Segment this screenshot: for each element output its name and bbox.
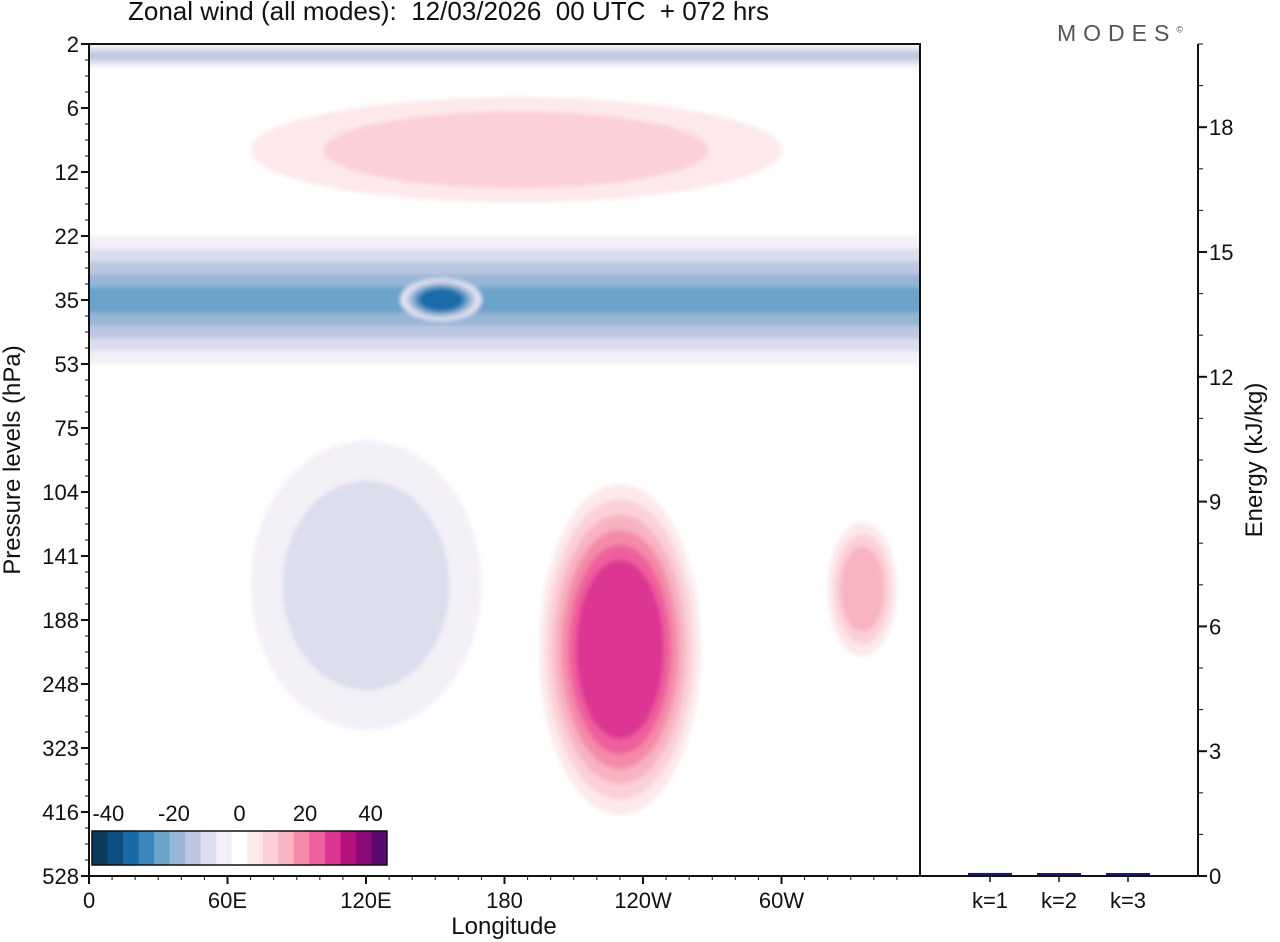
- y-tick-label: 2: [67, 32, 79, 57]
- energy-tick-label: 3: [1209, 739, 1221, 764]
- contour-band: [89, 287, 920, 313]
- y-tick-label: 75: [55, 416, 79, 441]
- energy-tick-label: 18: [1209, 115, 1233, 140]
- colorbar-label: -20: [158, 801, 190, 826]
- y-tick-label: 12: [55, 160, 79, 185]
- colorbar-swatch: [154, 831, 171, 865]
- colorbar-swatch: [169, 831, 186, 865]
- energy-bar: [968, 872, 1012, 875]
- energy-category-label: k=1: [972, 888, 1008, 913]
- y-tick-label: 248: [42, 672, 79, 697]
- colorbar-swatch: [340, 831, 357, 865]
- colorbar-label: 20: [293, 801, 317, 826]
- colorbar-swatch: [123, 831, 140, 865]
- y-tick-label: 323: [42, 736, 79, 761]
- x-tick-label: 0: [83, 888, 95, 913]
- colorbar-swatch: [355, 831, 372, 865]
- colorbar-swatch: [138, 831, 155, 865]
- contour-patch: [282, 480, 450, 691]
- energy-axis-label: Energy (kJ/kg): [1241, 383, 1268, 538]
- y-tick-label: 6: [67, 96, 79, 121]
- field-contours: [89, 44, 920, 815]
- x-tick-label: 120E: [340, 888, 391, 913]
- contour-band: [89, 51, 920, 60]
- y-tick-label: 53: [55, 352, 79, 377]
- colorbar-swatch: [185, 831, 202, 865]
- y-tick-label: 416: [42, 800, 79, 825]
- contour-patch: [840, 546, 885, 632]
- energy-bar-chart: 0 3 6 9 12 15 18 Energy (kJ/kg) k=1 k=2 k=3: [919, 43, 1268, 913]
- energy-tick-label: 0: [1209, 864, 1221, 889]
- x-tick-label: 60W: [759, 888, 804, 913]
- colorbar-frame: [91, 830, 388, 866]
- brand-name: MODES: [1057, 20, 1177, 46]
- y-tick-label: 22: [55, 224, 79, 249]
- brand-logo: MODES©: [1057, 20, 1183, 47]
- energy-tick-label: 15: [1209, 240, 1233, 265]
- contour-patch: [419, 288, 463, 311]
- colorbar: -40 -20 0 20 40: [91, 801, 388, 866]
- colorbar-swatch: [371, 831, 388, 865]
- energy-category-label: k=2: [1041, 888, 1077, 913]
- x-tick-label: 60E: [208, 888, 247, 913]
- y-tick-label: 104: [42, 480, 79, 505]
- x-axis-label: Longitude: [451, 913, 556, 940]
- energy-tick-label: 12: [1209, 365, 1233, 390]
- colorbar-swatch: [324, 831, 341, 865]
- y-axis-label: Pressure levels (hPa): [0, 345, 26, 574]
- brand-mark: ©: [1176, 24, 1183, 35]
- colorbar-swatch: [92, 831, 109, 865]
- colorbar-label: 0: [233, 801, 245, 826]
- x-tick-label: 180: [486, 888, 523, 913]
- contour-patch: [576, 560, 664, 739]
- y-tick-label: 528: [42, 864, 79, 889]
- colorbar-swatch: [278, 831, 295, 865]
- colorbar-label: 40: [358, 801, 382, 826]
- colorbar-swatch: [200, 831, 217, 865]
- colorbar-swatch: [216, 831, 233, 865]
- energy-category-label: k=3: [1110, 888, 1146, 913]
- x-tick-label: 120W: [614, 888, 672, 913]
- chart-title: Zonal wind (all modes): 12/03/2026 00 UT…: [128, 0, 769, 26]
- contour-field: [89, 44, 920, 876]
- colorbar-swatch: [231, 831, 248, 865]
- energy-bar: [1037, 873, 1081, 875]
- colorbar-swatch: [107, 831, 124, 865]
- colorbar-label: -40: [92, 801, 124, 826]
- energy-tick-label: 9: [1209, 490, 1221, 515]
- colorbar-swatch: [293, 831, 310, 865]
- y-tick-label: 141: [42, 544, 79, 569]
- y-tick-label: 188: [42, 608, 79, 633]
- contour-patch: [323, 111, 709, 188]
- colorbar-swatch: [309, 831, 326, 865]
- colorbar-swatch: [247, 831, 264, 865]
- energy-bar: [1106, 873, 1150, 875]
- y-tick-label: 35: [55, 288, 79, 313]
- colorbar-swatch: [262, 831, 279, 865]
- energy-tick-label: 6: [1209, 614, 1221, 639]
